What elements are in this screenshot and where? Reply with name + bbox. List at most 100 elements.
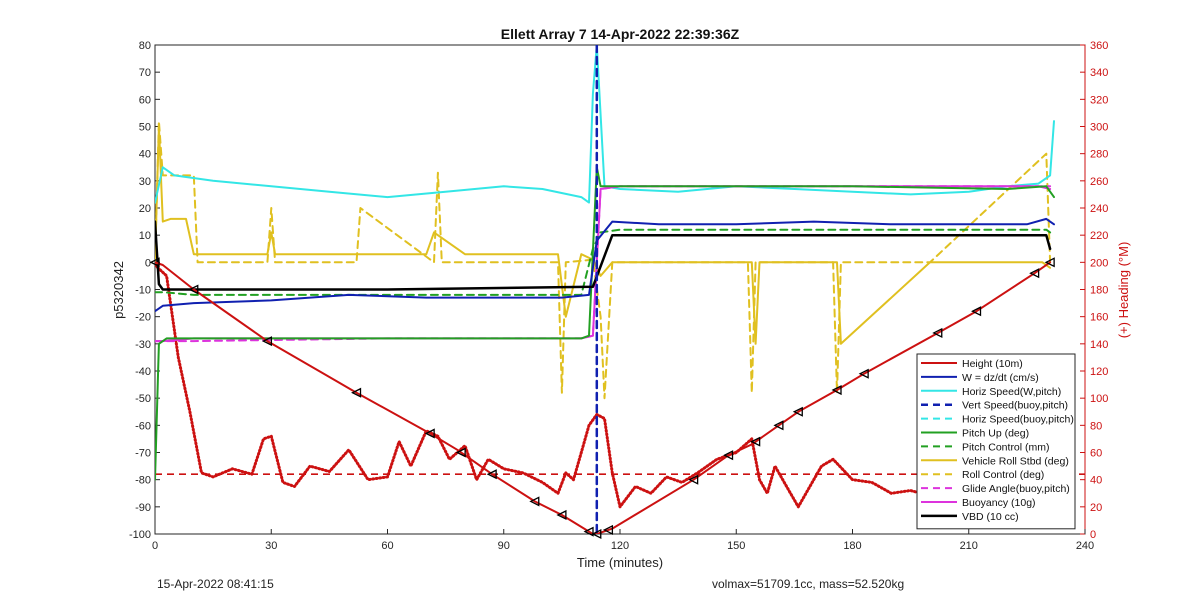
right-tick-label: 40 (1090, 475, 1102, 487)
legend-label: Height (10m) (962, 358, 1023, 370)
direction-marker (1044, 257, 1055, 268)
direction-marker (688, 474, 699, 485)
x-tick-label: 30 (265, 540, 277, 552)
left-tick-label: -50 (135, 393, 151, 405)
legend-label: W = dz/dt (cm/s) (962, 372, 1039, 384)
left-tick-label: 80 (139, 40, 151, 52)
right-tick-label: 340 (1090, 67, 1108, 79)
right-tick-label: 180 (1090, 285, 1108, 297)
series-group (155, 45, 1055, 534)
direction-marker (149, 257, 160, 268)
left-axis-label: p5320342 (111, 261, 126, 319)
x-tick-label: 150 (727, 540, 745, 552)
right-tick-label: 160 (1090, 312, 1108, 324)
left-tick-label: -80 (135, 475, 151, 487)
left-tick-label: -20 (135, 312, 151, 324)
left-tick-label: 40 (139, 149, 151, 161)
series-heading-m (155, 263, 1052, 509)
right-tick-label: 100 (1090, 393, 1108, 405)
direction-marker (529, 496, 540, 507)
left-tick-label: 20 (139, 203, 151, 215)
footer-stats: volmax=51709.1cc, mass=52.520kg (712, 577, 905, 591)
series-vbd-10-cc (155, 220, 1052, 291)
left-tick-label: -40 (135, 366, 151, 378)
series-pitch-control-mm (155, 228, 1052, 296)
right-axis-label: (+) Heading (°M) (1116, 242, 1131, 339)
direction-marker (750, 436, 761, 447)
left-tick-label: -100 (129, 529, 151, 541)
right-tick-label: 260 (1090, 176, 1108, 188)
right-tick-label: 20 (1090, 502, 1102, 514)
series-vehicle-roll-stbd-deg (155, 125, 1052, 345)
x-axis-label: Time (minutes) (577, 555, 663, 570)
legend-label: Horiz Speed(buoy,pitch) (962, 414, 1074, 426)
left-axis-ticks: -100-90-80-70-60-50-40-30-20-10010203040… (129, 40, 160, 541)
right-tick-label: 220 (1090, 230, 1108, 242)
direction-marker (858, 368, 869, 379)
chart-title: Ellett Array 7 14-Apr-2022 22:39:36Z (501, 26, 740, 42)
right-tick-label: 140 (1090, 339, 1108, 351)
x-axis-ticks: 0 30 60 90 120 150 180 210 240 (152, 529, 1094, 552)
direction-marker (486, 469, 497, 480)
x-tick-label: 60 (381, 540, 393, 552)
direction-marker (188, 284, 199, 295)
left-tick-label: -70 (135, 448, 151, 460)
direction-marker (932, 327, 943, 339)
direction-marker (583, 526, 594, 537)
right-tick-label: 360 (1090, 40, 1108, 52)
right-tick-label: 120 (1090, 366, 1108, 378)
left-tick-label: -30 (135, 339, 151, 351)
direction-marker (723, 450, 734, 461)
direction-marker (602, 524, 614, 535)
direction-marker (831, 384, 842, 396)
footer-date: 15-Apr-2022 08:41:15 (157, 577, 274, 591)
legend-box (916, 353, 1076, 530)
legend-label: Roll Control (deg) (962, 469, 1044, 481)
left-tick-label: 30 (139, 176, 151, 188)
right-tick-label: 240 (1090, 203, 1108, 215)
x-tick-label: 240 (1076, 540, 1094, 552)
right-tick-label: 60 (1090, 448, 1102, 460)
series-horiz-speed-w-pitch (155, 45, 1055, 204)
direction-marker (773, 420, 784, 431)
legend-label: Vert Speed(buoy,pitch) (962, 400, 1068, 412)
x-tick-label: 90 (498, 540, 510, 552)
direction-marker (1029, 268, 1040, 279)
x-tick-label: 120 (611, 540, 629, 552)
right-tick-label: 300 (1090, 122, 1108, 134)
series-pitch-up-deg (155, 166, 1055, 481)
direction-markers (149, 257, 1055, 540)
legend-label: Buoyancy (10g) (962, 497, 1036, 509)
legend-label: Glide Angle(buoy,pitch) (962, 483, 1070, 495)
left-tick-label: 60 (139, 94, 151, 106)
right-tick-label: 280 (1090, 149, 1108, 161)
left-tick-label: -10 (135, 285, 151, 297)
x-tick-label: 180 (843, 540, 861, 552)
left-tick-label: -90 (135, 502, 151, 514)
left-tick-label: 0 (145, 257, 151, 269)
direction-marker (792, 406, 803, 417)
left-tick-label: 70 (139, 67, 151, 79)
right-tick-label: 0 (1090, 529, 1096, 541)
x-tick-label: 210 (960, 540, 978, 552)
legend-label: Pitch Up (deg) (962, 428, 1029, 440)
direction-marker (455, 447, 466, 458)
left-tick-label: 50 (139, 122, 151, 134)
direction-marker (971, 306, 982, 317)
left-tick-label: 10 (139, 230, 151, 242)
right-tick-label: 200 (1090, 257, 1108, 269)
legend-label: Vehicle Roll Stbd (deg) (962, 455, 1069, 467)
x-tick-label: 0 (152, 540, 158, 552)
legend-label: Horiz Speed(W,pitch) (962, 386, 1061, 398)
legend-label: VBD (10 cc) (962, 511, 1019, 523)
left-tick-label: -60 (135, 420, 151, 432)
direction-marker (591, 528, 602, 540)
direction-marker (556, 509, 567, 521)
series-height-10m (155, 261, 1052, 534)
right-axis-ticks: 0 20 40 60 80 100 120 140 160 180 200 220 240 260 280 3… (1080, 40, 1108, 541)
legend: Height (10m) W = dz/dt (cm/s) Horiz Speed(… (916, 353, 1076, 530)
right-tick-label: 320 (1090, 94, 1108, 106)
legend-label: Pitch Control (mm) (962, 441, 1050, 453)
